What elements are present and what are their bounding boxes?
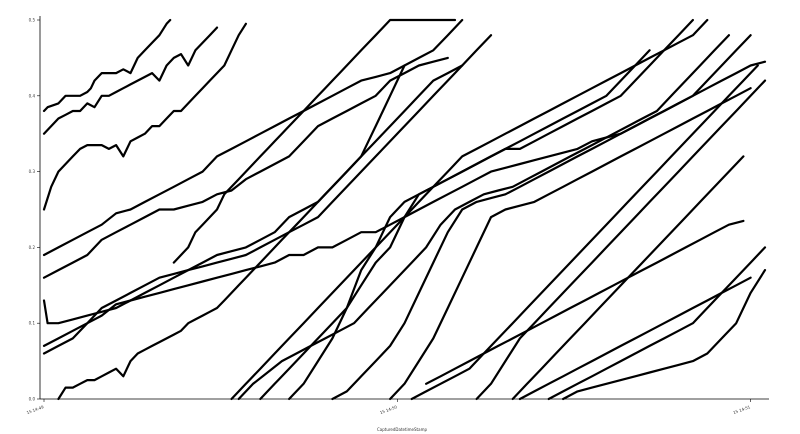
series-line-14 [288,18,694,401]
series-line-3 [42,22,247,211]
x-tick-label: 15 14:49 [26,404,45,415]
series-line-22 [547,246,767,401]
y-ticks: 0.0 0.1 0.2 0.3 0.4 0.5 [29,18,40,402]
series-line-1 [42,18,172,113]
series-line-6 [42,56,449,279]
series-line-17 [410,64,759,401]
y-tick-label: 0.0 [29,397,36,402]
series-line-20 [511,155,745,401]
axes [39,16,769,400]
y-tick-label: 0.4 [29,93,36,98]
series-line-4 [172,18,457,264]
series-line-9 [42,64,464,355]
series-line-15 [331,34,752,401]
y-tick-label: 0.2 [29,245,36,250]
series-line-5 [42,18,464,257]
series-line-10 [57,64,406,401]
series-line-18 [425,219,745,385]
series-line-21 [518,276,752,401]
y-tick-label: 0.1 [29,321,36,326]
series-group [42,18,767,401]
series-line-7 [42,60,767,325]
x-axis-label: CapturedDatetimeStamp [377,427,427,432]
y-tick-label: 0.5 [29,18,36,23]
series-line-8 [42,34,493,347]
series-line-12 [237,34,730,401]
series-line-19 [475,79,767,401]
series-line-11 [230,18,709,401]
x-tick-label: 15 14:51 [732,404,751,415]
x-tick-label: 15 14:50 [379,404,398,415]
series-line-16 [389,87,752,401]
y-tick-label: 0.3 [29,169,36,174]
x-ticks: 15 14:49 15 14:50 15 14:51 [26,399,751,415]
series-line-23 [562,269,767,401]
series-line-2 [42,26,219,135]
